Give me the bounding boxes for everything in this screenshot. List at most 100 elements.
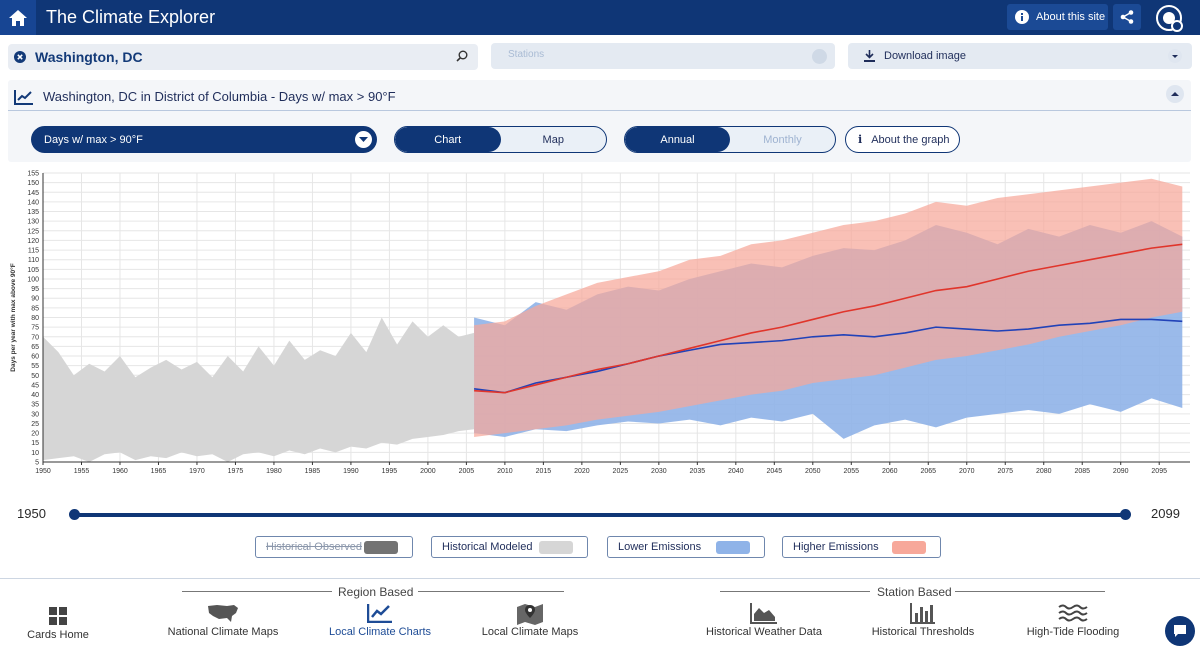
nav-historical-weather-data[interactable]: Historical Weather Data [706, 600, 822, 638]
y-tick-label: 145 [27, 190, 39, 197]
range-end-handle[interactable] [1120, 509, 1131, 520]
y-tick-label: 90 [31, 296, 39, 303]
higher-emissions-mean-line [474, 243, 1183, 394]
divider [720, 591, 870, 592]
legend-label: Higher Emissions [793, 541, 879, 553]
lower-emissions-mean-line [473, 318, 1183, 394]
legend-historical-modeled[interactable]: Historical Modeled [431, 536, 588, 558]
x-tick-label: 1975 [228, 468, 244, 475]
x-tick-label: 2080 [1036, 468, 1052, 475]
usa-map-icon [207, 600, 239, 626]
chat-button[interactable] [1165, 616, 1195, 646]
legend-higher-emissions[interactable]: Higher Emissions [782, 536, 941, 558]
x-tick-label: 1980 [266, 468, 282, 475]
range-start-handle[interactable] [69, 509, 80, 520]
app-title: The Climate Explorer [46, 7, 216, 27]
divider [418, 591, 564, 592]
nav-historical-thresholds[interactable]: Historical Thresholds [870, 600, 976, 638]
panel-title: Washington, DC in District of Columbia -… [43, 89, 396, 104]
legend-lower-emissions[interactable]: Lower Emissions [607, 536, 765, 558]
nav-national-climate-maps[interactable]: National Climate Maps [166, 600, 280, 638]
x-tick-label: 2030 [651, 468, 667, 475]
search-icon[interactable] [456, 50, 468, 62]
y-tick-label: 140 [27, 199, 39, 206]
map-tab[interactable]: Map [542, 133, 564, 146]
region-based-label: Region Based [334, 585, 418, 599]
x-tick-label: 2060 [882, 468, 898, 475]
waves-icon [1058, 600, 1088, 626]
legend-label: Lower Emissions [618, 541, 702, 553]
x-tick-label: 2095 [1151, 468, 1167, 475]
nav-local-climate-maps[interactable]: Local Climate Maps [480, 600, 580, 638]
top-bar: The Climate Explorer About this site [0, 0, 1200, 35]
y-tick-label: 115 [28, 248, 39, 255]
about-site-label: About this site [1036, 11, 1106, 23]
variable-value: Days w/ max > 90°F [44, 133, 143, 146]
x-tick-label: 2085 [1074, 468, 1090, 475]
x-tick-label: 2020 [574, 468, 590, 475]
nav-label: National Climate Maps [167, 626, 279, 638]
x-tick-label: 1955 [74, 468, 90, 475]
grid-icon [49, 603, 67, 629]
y-tick-label: 125 [27, 228, 39, 235]
collapse-button[interactable] [1166, 85, 1184, 103]
chart-tab[interactable]: Chart [395, 127, 501, 152]
location-search[interactable]: Washington, DC [8, 44, 478, 70]
nav-local-climate-charts[interactable]: Local Climate Charts [326, 600, 434, 638]
nav-cards-home[interactable]: Cards Home [25, 603, 91, 641]
nav-label: Historical Weather Data [706, 626, 822, 638]
annual-tab[interactable]: Annual [625, 127, 730, 152]
download-image-button[interactable]: Download image [848, 43, 1192, 69]
download-label: Download image [884, 50, 966, 62]
about-graph-button[interactable]: i About the graph [845, 126, 960, 153]
x-tick-label: 1985 [305, 468, 321, 475]
info-icon [1015, 10, 1029, 24]
footer-nav [0, 578, 1200, 644]
x-tick-label: 2075 [997, 468, 1013, 475]
range-slider-track[interactable] [74, 513, 1126, 517]
y-tick-label: 70 [31, 334, 39, 341]
y-tick-label: 155 [27, 171, 39, 178]
home-button[interactable] [0, 0, 36, 35]
monthly-tab[interactable]: Monthly [763, 133, 802, 146]
y-tick-label: 105 [27, 267, 39, 274]
line-chart-icon [367, 600, 393, 626]
y-tick-label: 120 [27, 238, 39, 245]
y-tick-label: 150 [27, 180, 39, 187]
higher-emissions-range-area [474, 178, 1183, 437]
chevron-down-icon [812, 49, 827, 64]
x-tick-label: 2090 [1113, 468, 1129, 475]
nav-label: Cards Home [27, 629, 89, 641]
y-tick-label: 60 [31, 354, 39, 361]
y-tick-label: 95 [31, 286, 39, 293]
climate-chart[interactable]: 5101520253035404550556065707580859095100… [0, 165, 1200, 477]
variable-select[interactable]: Days w/ max > 90°F [31, 126, 377, 153]
y-tick-label: 50 [31, 373, 39, 380]
share-icon [1120, 10, 1134, 24]
stations-select[interactable]: Stations [491, 43, 835, 69]
divider [955, 591, 1105, 592]
y-tick-label: 80 [31, 315, 39, 322]
nemac-logo-icon[interactable] [1154, 3, 1184, 33]
annual-monthly-toggle: Annual Monthly [624, 126, 836, 153]
y-tick-label: 130 [27, 219, 39, 226]
legend-swatch [539, 541, 573, 554]
about-site-button[interactable]: About this site [1007, 4, 1108, 30]
y-tick-label: 45 [31, 382, 39, 389]
chevron-up-icon [1171, 92, 1179, 96]
nav-high-tide-flooding[interactable]: High-Tide Flooding [1026, 600, 1120, 638]
x-tick-label: 2055 [843, 468, 859, 475]
bar-chart-icon [910, 600, 936, 626]
legend-historical-observed[interactable]: Historical Observed [255, 536, 413, 558]
stations-placeholder: Stations [508, 49, 545, 60]
x-tick-label: 1990 [343, 468, 359, 475]
y-tick-label: 55 [31, 363, 39, 370]
clear-location-icon[interactable] [14, 51, 26, 63]
home-icon [9, 9, 27, 26]
chart-map-toggle: Chart Map [394, 126, 607, 153]
x-tick-label: 2010 [497, 468, 513, 475]
y-tick-label: 40 [31, 392, 39, 399]
y-tick-label: 65 [31, 344, 39, 351]
y-tick-label: 75 [31, 325, 39, 332]
share-button[interactable] [1113, 4, 1141, 30]
